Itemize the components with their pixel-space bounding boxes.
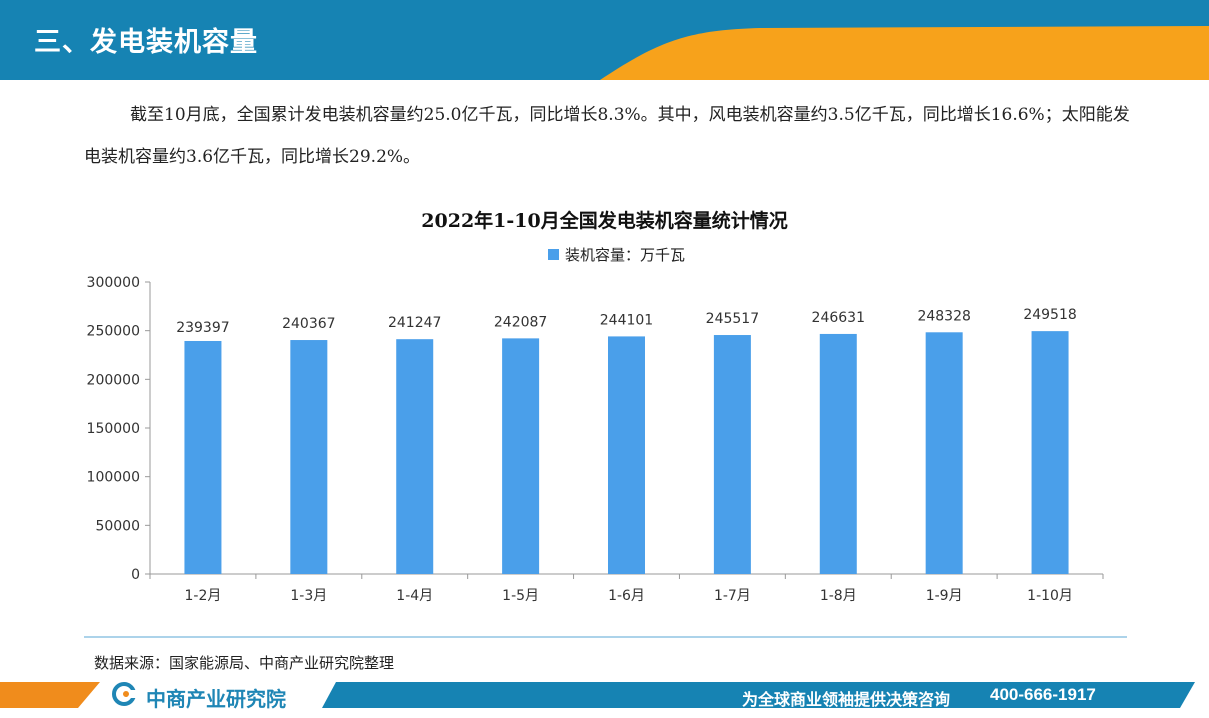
bar [502,338,540,574]
legend-swatch [548,248,559,260]
x-tick-label: 1-2月 [185,588,222,604]
chart-legend: 装机容量：万千瓦 [548,244,685,264]
data-source: 数据来源：国家能源局、中商产业研究院整理 [94,654,395,672]
footer-brand: 中商产业研究院 [146,687,286,711]
footer-band [0,678,1209,718]
x-tick-label: 1-3月 [290,588,327,604]
header-band: 三、发电装机容量 [0,0,1209,80]
y-tick-label: 100000 [87,470,140,486]
x-tick-label: 1-5月 [502,588,539,604]
data-label: 249518 [1023,307,1076,323]
bar [925,332,963,574]
footer-slogan: 为全球商业领袖提供决策咨询 [742,690,951,709]
bar [608,336,645,574]
chart-title: 2022年1-10月全国发电装机容量统计情况 [421,210,788,232]
data-label: 239397 [176,320,229,336]
bar [290,340,328,574]
x-tick-label: 1-6月 [608,588,645,604]
bar [184,340,222,574]
x-tick-label: 1-4月 [396,588,433,604]
y-tick-label: 150000 [87,421,140,437]
x-tick-label: 1-9月 [926,588,963,604]
y-tick-label: 300000 [87,275,140,291]
company-logo-icon [112,682,138,706]
data-label: 242087 [494,314,547,330]
bar [819,333,857,574]
summary-paragraph: 截至10月底，全国累计发电装机容量约25.0亿千瓦，同比增长8.3%。其中，风电… [84,105,1130,167]
y-tick-label: 250000 [87,324,140,340]
footer-phone: 400-666-1917 [990,685,1096,704]
page-title: 三、发电装机容量 [34,27,258,58]
data-label: 241247 [388,315,441,331]
header-background [0,0,1209,80]
y-tick-label: 0 [131,567,140,583]
bar [396,339,434,574]
x-tick-label: 1-7月 [714,588,751,604]
data-label: 246631 [812,310,865,326]
bar [1031,331,1069,574]
y-tick-label: 200000 [87,372,140,388]
x-tick-label: 1-10月 [1027,588,1073,604]
y-tick-label: 50000 [95,518,140,534]
data-label: 248328 [917,308,970,324]
data-label: 240367 [282,316,335,332]
footer-background [0,682,1195,708]
x-tick-label: 1-8月 [820,588,857,604]
legend-label: 装机容量：万千瓦 [565,245,686,264]
bar [713,335,751,574]
data-label: 245517 [706,311,759,327]
data-label: 244101 [600,312,653,328]
